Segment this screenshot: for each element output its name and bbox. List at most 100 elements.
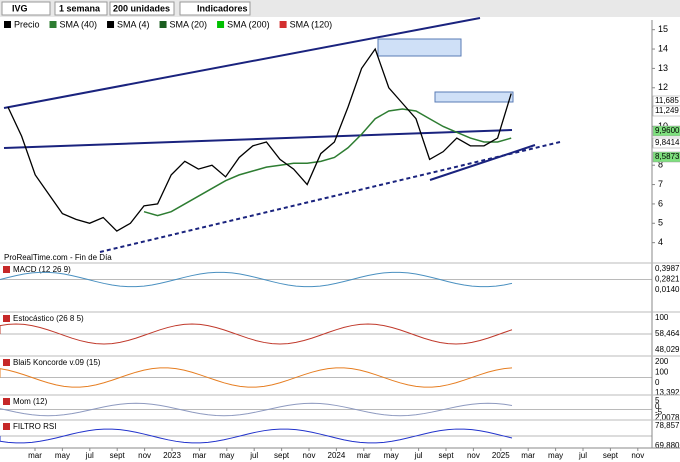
legend-label: Precio <box>14 19 40 29</box>
panel-label: 0,2821 <box>655 275 680 284</box>
indicator-line <box>0 428 513 444</box>
y-tick-label: 15 <box>658 24 668 34</box>
x-tick-label: may <box>548 451 563 460</box>
symbol-box[interactable] <box>1 1 51 16</box>
panel-label: -5 <box>655 407 663 416</box>
indicator-line <box>0 323 513 345</box>
panel-icon <box>3 315 10 322</box>
panel-label: 100 <box>655 313 669 322</box>
legend-label: SMA (120) <box>290 19 333 29</box>
panel-label: 200 <box>655 357 669 366</box>
panel-label: 78,857 <box>655 421 680 430</box>
price-tag: 9,8414 <box>655 138 680 147</box>
zone-box <box>434 91 514 103</box>
zone-box <box>377 38 462 57</box>
price-line <box>7 47 512 232</box>
panel-label: 48,029 <box>655 345 680 354</box>
trendline <box>3 17 481 109</box>
panel-label: 69,880 <box>655 441 680 450</box>
symbol[interactable]: IVG <box>12 3 28 13</box>
panel-title: Estocástico (26 8 5) <box>13 314 84 323</box>
watermark: ProRealTime.com - Fin de Día <box>4 253 112 262</box>
y-tick-label: 12 <box>658 82 668 92</box>
trendline <box>99 141 561 253</box>
x-tick-label: jul <box>249 451 258 460</box>
sma-line <box>143 108 512 217</box>
x-tick-label: nov <box>303 451 316 460</box>
panel-icon <box>3 359 10 366</box>
indicator-line <box>0 367 513 388</box>
x-tick-label: mar <box>193 451 207 460</box>
legend-swatch <box>4 21 11 28</box>
x-tick-label: mar <box>521 451 535 460</box>
x-tick-label: may <box>55 451 70 460</box>
x-tick-label: sept <box>438 451 454 460</box>
panel-title: MACD (12 26 9) <box>13 265 71 274</box>
y-tick-label: 5 <box>658 218 663 228</box>
price-tag: 11,249 <box>655 106 679 115</box>
panel-title: Blai5 Koncorde v.09 (15) <box>13 358 101 367</box>
panel-label: 2,0078 <box>655 413 680 422</box>
price-tag-bg <box>652 137 680 149</box>
trendline <box>3 129 513 149</box>
panel-label: 0,0140 <box>655 285 680 294</box>
period-box[interactable] <box>54 1 108 16</box>
x-tick-label: sept <box>603 451 619 460</box>
price-tag: 9,9600 <box>655 126 680 135</box>
y-tick-label: 14 <box>658 43 668 53</box>
y-tick-label: 8 <box>658 160 663 170</box>
panel-title: Mom (12) <box>13 397 48 406</box>
price-tag: 8,5873 <box>655 152 680 161</box>
legend-label: SMA (20) <box>170 19 208 29</box>
panel-icon <box>3 398 10 405</box>
x-tick-label: nov <box>467 451 480 460</box>
x-tick-label: sept <box>110 451 126 460</box>
x-tick-label: 2025 <box>492 451 510 460</box>
indicators[interactable]: Indicadores <box>197 3 248 13</box>
x-tick-label: may <box>384 451 399 460</box>
x-tick-label: 2023 <box>163 451 181 460</box>
price-tag: 11,685 <box>655 96 679 105</box>
panel-title: FILTRO RSI <box>13 422 56 431</box>
panel-label: 100 <box>655 367 669 376</box>
legend-swatch <box>159 21 167 28</box>
panel-label: 0 <box>655 378 660 387</box>
panel-label: 0 <box>655 402 660 411</box>
panel-icon <box>3 266 10 273</box>
x-tick-label: 2024 <box>328 451 346 460</box>
x-tick-label: jul <box>578 451 587 460</box>
price-tag-bg <box>652 125 680 137</box>
x-tick-label: nov <box>138 451 151 460</box>
x-tick-label: jul <box>85 451 94 460</box>
y-tick-label: 13 <box>658 63 668 73</box>
legend-swatch <box>49 21 57 28</box>
indicator-line <box>0 271 513 288</box>
y-tick-label: 6 <box>658 198 663 208</box>
legend-swatch <box>279 21 287 28</box>
y-tick-label: 7 <box>658 179 663 189</box>
indicators-box[interactable] <box>179 1 251 16</box>
price-tag-bg <box>652 105 680 117</box>
legend-label: SMA (200) <box>227 19 270 29</box>
indicator-line <box>0 402 513 417</box>
panel-label: 5 <box>655 396 660 405</box>
x-tick-label: jul <box>414 451 423 460</box>
panel-label: 13,392 <box>655 388 680 397</box>
legend-label: SMA (4) <box>117 19 150 29</box>
units[interactable]: 200 unidades <box>113 3 170 13</box>
panel-icon <box>3 423 10 430</box>
y-tick-label: 4 <box>658 237 663 247</box>
legend-swatch <box>107 21 115 28</box>
panel-label: 0,3987 <box>655 264 680 273</box>
x-tick-label: may <box>219 451 234 460</box>
panel-label: 58,464 <box>655 329 680 338</box>
units-box[interactable] <box>109 1 175 16</box>
period[interactable]: 1 semana <box>59 3 101 13</box>
x-tick-label: nov <box>631 451 644 460</box>
legend-swatch <box>217 21 225 28</box>
price-tag-bg <box>652 151 680 163</box>
x-tick-label: mar <box>28 451 42 460</box>
legend-label: SMA (40) <box>60 19 98 29</box>
x-tick-label: sept <box>274 451 290 460</box>
x-tick-label: mar <box>357 451 371 460</box>
